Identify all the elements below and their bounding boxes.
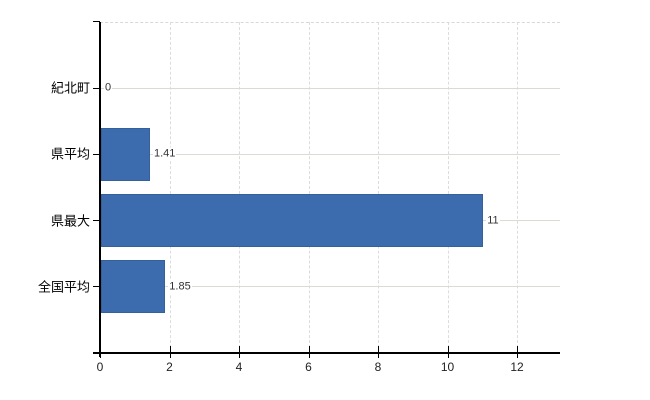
vertical-gridline: [378, 22, 379, 353]
value-label: 0: [104, 81, 113, 95]
bar-4: [101, 260, 166, 314]
horizontal-gridline: [100, 87, 560, 89]
y-axis-tick: [93, 220, 100, 222]
vertical-gridline: [169, 22, 171, 353]
category-label: 県平均: [50, 146, 90, 162]
category-label: 県最大: [50, 213, 90, 229]
x-tick-label: 2: [166, 360, 173, 374]
vertical-gridline: [308, 22, 310, 353]
x-tick-label: 6: [305, 360, 312, 374]
plot-top-border: [100, 22, 560, 23]
bar-3: [101, 194, 484, 248]
value-label: 11: [486, 214, 500, 228]
vertical-gridline: [239, 22, 240, 353]
y-axis-tick: [93, 87, 100, 89]
y-axis-line: [99, 22, 101, 357]
x-tick-label: 12: [510, 360, 524, 374]
x-tick-label: 4: [235, 360, 243, 374]
bar-2: [101, 127, 150, 181]
x-tick-label: 0: [96, 360, 104, 374]
category-label: 全国平均: [37, 279, 90, 295]
x-axis-line: [93, 352, 560, 354]
category-label: 紀北町: [50, 80, 90, 96]
vertical-gridline: [517, 22, 518, 353]
horizontal-gridline: [100, 286, 560, 288]
value-label: 1.85: [168, 280, 192, 294]
y-axis-tick: [93, 153, 100, 155]
y-axis-top-tick: [93, 21, 100, 22]
vertical-gridline: [447, 22, 449, 353]
x-tick-label: 8: [374, 360, 382, 374]
value-label: 1.41: [152, 147, 177, 161]
horizontal-gridline: [100, 153, 560, 155]
y-axis-tick: [93, 286, 100, 288]
x-tick-label: 10: [440, 360, 455, 374]
